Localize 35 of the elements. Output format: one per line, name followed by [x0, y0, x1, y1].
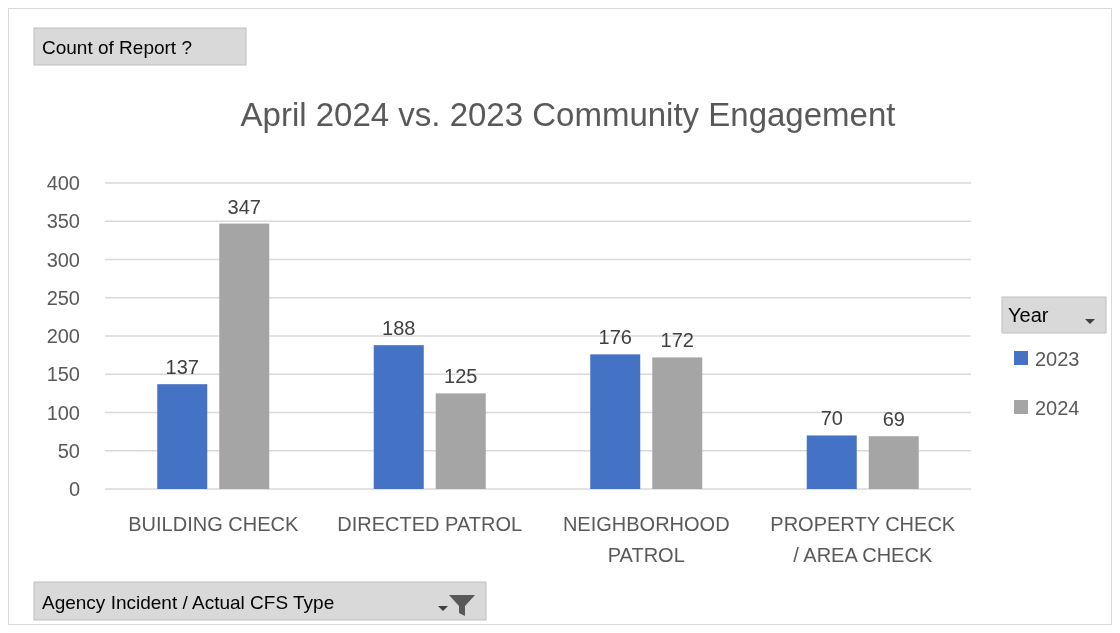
- bar: [219, 223, 270, 489]
- y-tick-label: 350: [46, 210, 80, 233]
- x-tick-label: PROPERTY CHECK / AREA CHECK: [770, 513, 956, 566]
- bar: [652, 357, 703, 489]
- bar: [806, 435, 857, 489]
- y-tick-label: 400: [46, 172, 80, 194]
- x-tick-label: DIRECTED PATROL: [337, 513, 523, 535]
- chart-title: April 2024 vs. 2023 Community Engagement: [240, 96, 896, 133]
- bar: [157, 384, 208, 489]
- legend-label: 2024: [1035, 397, 1080, 419]
- data-label: 69: [882, 408, 905, 431]
- x-axis-title: Agency Incident / Actual CFS Type: [42, 592, 335, 613]
- legend-title: Year: [1008, 304, 1049, 326]
- y-tick-label: 0: [68, 478, 80, 500]
- y-tick-label: 300: [46, 248, 80, 271]
- y-tick-label: 250: [46, 286, 80, 309]
- text: Count of Report ?: [42, 37, 192, 58]
- data-label: 125: [444, 365, 478, 388]
- legend-label: 2023: [1035, 348, 1080, 370]
- x-tick-label: BUILDING CHECK: [128, 513, 299, 535]
- data-label: 188: [382, 317, 416, 340]
- data-label: 176: [598, 326, 632, 349]
- y-tick-label: 150: [46, 363, 80, 386]
- y-tick-label: 200: [46, 325, 80, 347]
- data-label: 70: [820, 407, 843, 430]
- y-tick-label: 100: [46, 401, 80, 424]
- x-tick-label: NEIGHBORHOOD PATROL: [562, 513, 730, 566]
- y-tick-label: 50: [57, 439, 80, 462]
- data-label: 137: [165, 356, 199, 379]
- bar: [868, 436, 919, 489]
- bar: [373, 345, 424, 489]
- data-label: 347: [227, 195, 261, 218]
- bar: [590, 354, 641, 489]
- bar: [435, 393, 486, 489]
- data-label: 172: [660, 329, 694, 352]
